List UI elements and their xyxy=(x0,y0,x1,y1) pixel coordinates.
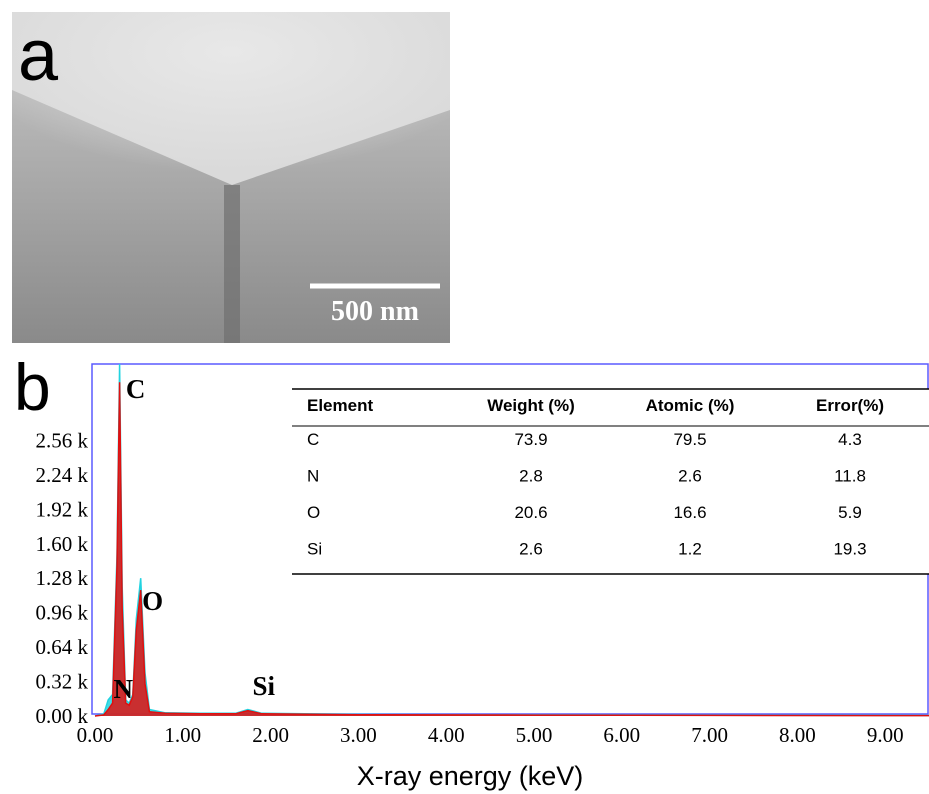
x-tick-label: 3.00 xyxy=(340,723,377,747)
peak-label: O xyxy=(142,586,163,616)
y-tick-label: 1.60 k xyxy=(36,532,89,556)
table-header: Element xyxy=(307,396,373,415)
x-tick-label: 6.00 xyxy=(603,723,640,747)
x-tick-label: 7.00 xyxy=(691,723,728,747)
x-tick-label: 5.00 xyxy=(516,723,553,747)
panel-label: a xyxy=(18,16,59,96)
table-cell: 2.6 xyxy=(678,467,702,486)
y-tick-label: 0.64 k xyxy=(36,635,89,659)
y-tick-label: 1.28 k xyxy=(36,566,89,590)
table-header: Error(%) xyxy=(816,396,884,415)
table-header: Atomic (%) xyxy=(646,396,735,415)
table-cell: 20.6 xyxy=(514,503,547,522)
scale-bar-label: 500 nm xyxy=(331,296,419,327)
x-tick-label: 9.00 xyxy=(867,723,904,747)
table-cell: 2.6 xyxy=(519,540,543,559)
table-cell: 2.8 xyxy=(519,467,543,486)
table-cell: 4.3 xyxy=(838,430,862,449)
x-tick-label: 2.00 xyxy=(252,723,289,747)
table-cell: C xyxy=(307,430,319,449)
y-tick-label: 0.96 k xyxy=(36,601,89,625)
x-tick-label: 1.00 xyxy=(164,723,201,747)
table-cell: 16.6 xyxy=(673,503,706,522)
y-tick-label: 1.92 k xyxy=(36,497,89,521)
table-cell: O xyxy=(307,503,320,522)
table-header: Weight (%) xyxy=(487,396,575,415)
peak-label: Si xyxy=(253,671,276,701)
sem-image xyxy=(12,12,450,343)
y-tick-label: 2.24 k xyxy=(36,463,89,487)
figure: a 500 nm b X-ray energy (keV) 0.00 k0.32… xyxy=(0,0,929,794)
x-axis-label: X-ray energy (keV) xyxy=(357,761,584,791)
peak-label: C xyxy=(126,374,146,404)
table-cell: N xyxy=(307,467,319,486)
y-tick-label: 0.32 k xyxy=(36,670,89,694)
x-tick-label: 4.00 xyxy=(428,723,465,747)
table-cell: 73.9 xyxy=(514,430,547,449)
table-cell: 19.3 xyxy=(833,540,866,559)
table-cell: 1.2 xyxy=(678,540,702,559)
table-cell: 79.5 xyxy=(673,430,706,449)
x-tick-label: 8.00 xyxy=(779,723,816,747)
peak-label: N xyxy=(113,674,133,704)
y-tick-label: 2.56 k xyxy=(36,428,89,452)
table-cell: 5.9 xyxy=(838,503,862,522)
table-cell: Si xyxy=(307,540,322,559)
table-cell: 11.8 xyxy=(834,467,866,486)
panel-label: b xyxy=(14,350,51,424)
x-tick-label: 0.00 xyxy=(77,723,114,747)
